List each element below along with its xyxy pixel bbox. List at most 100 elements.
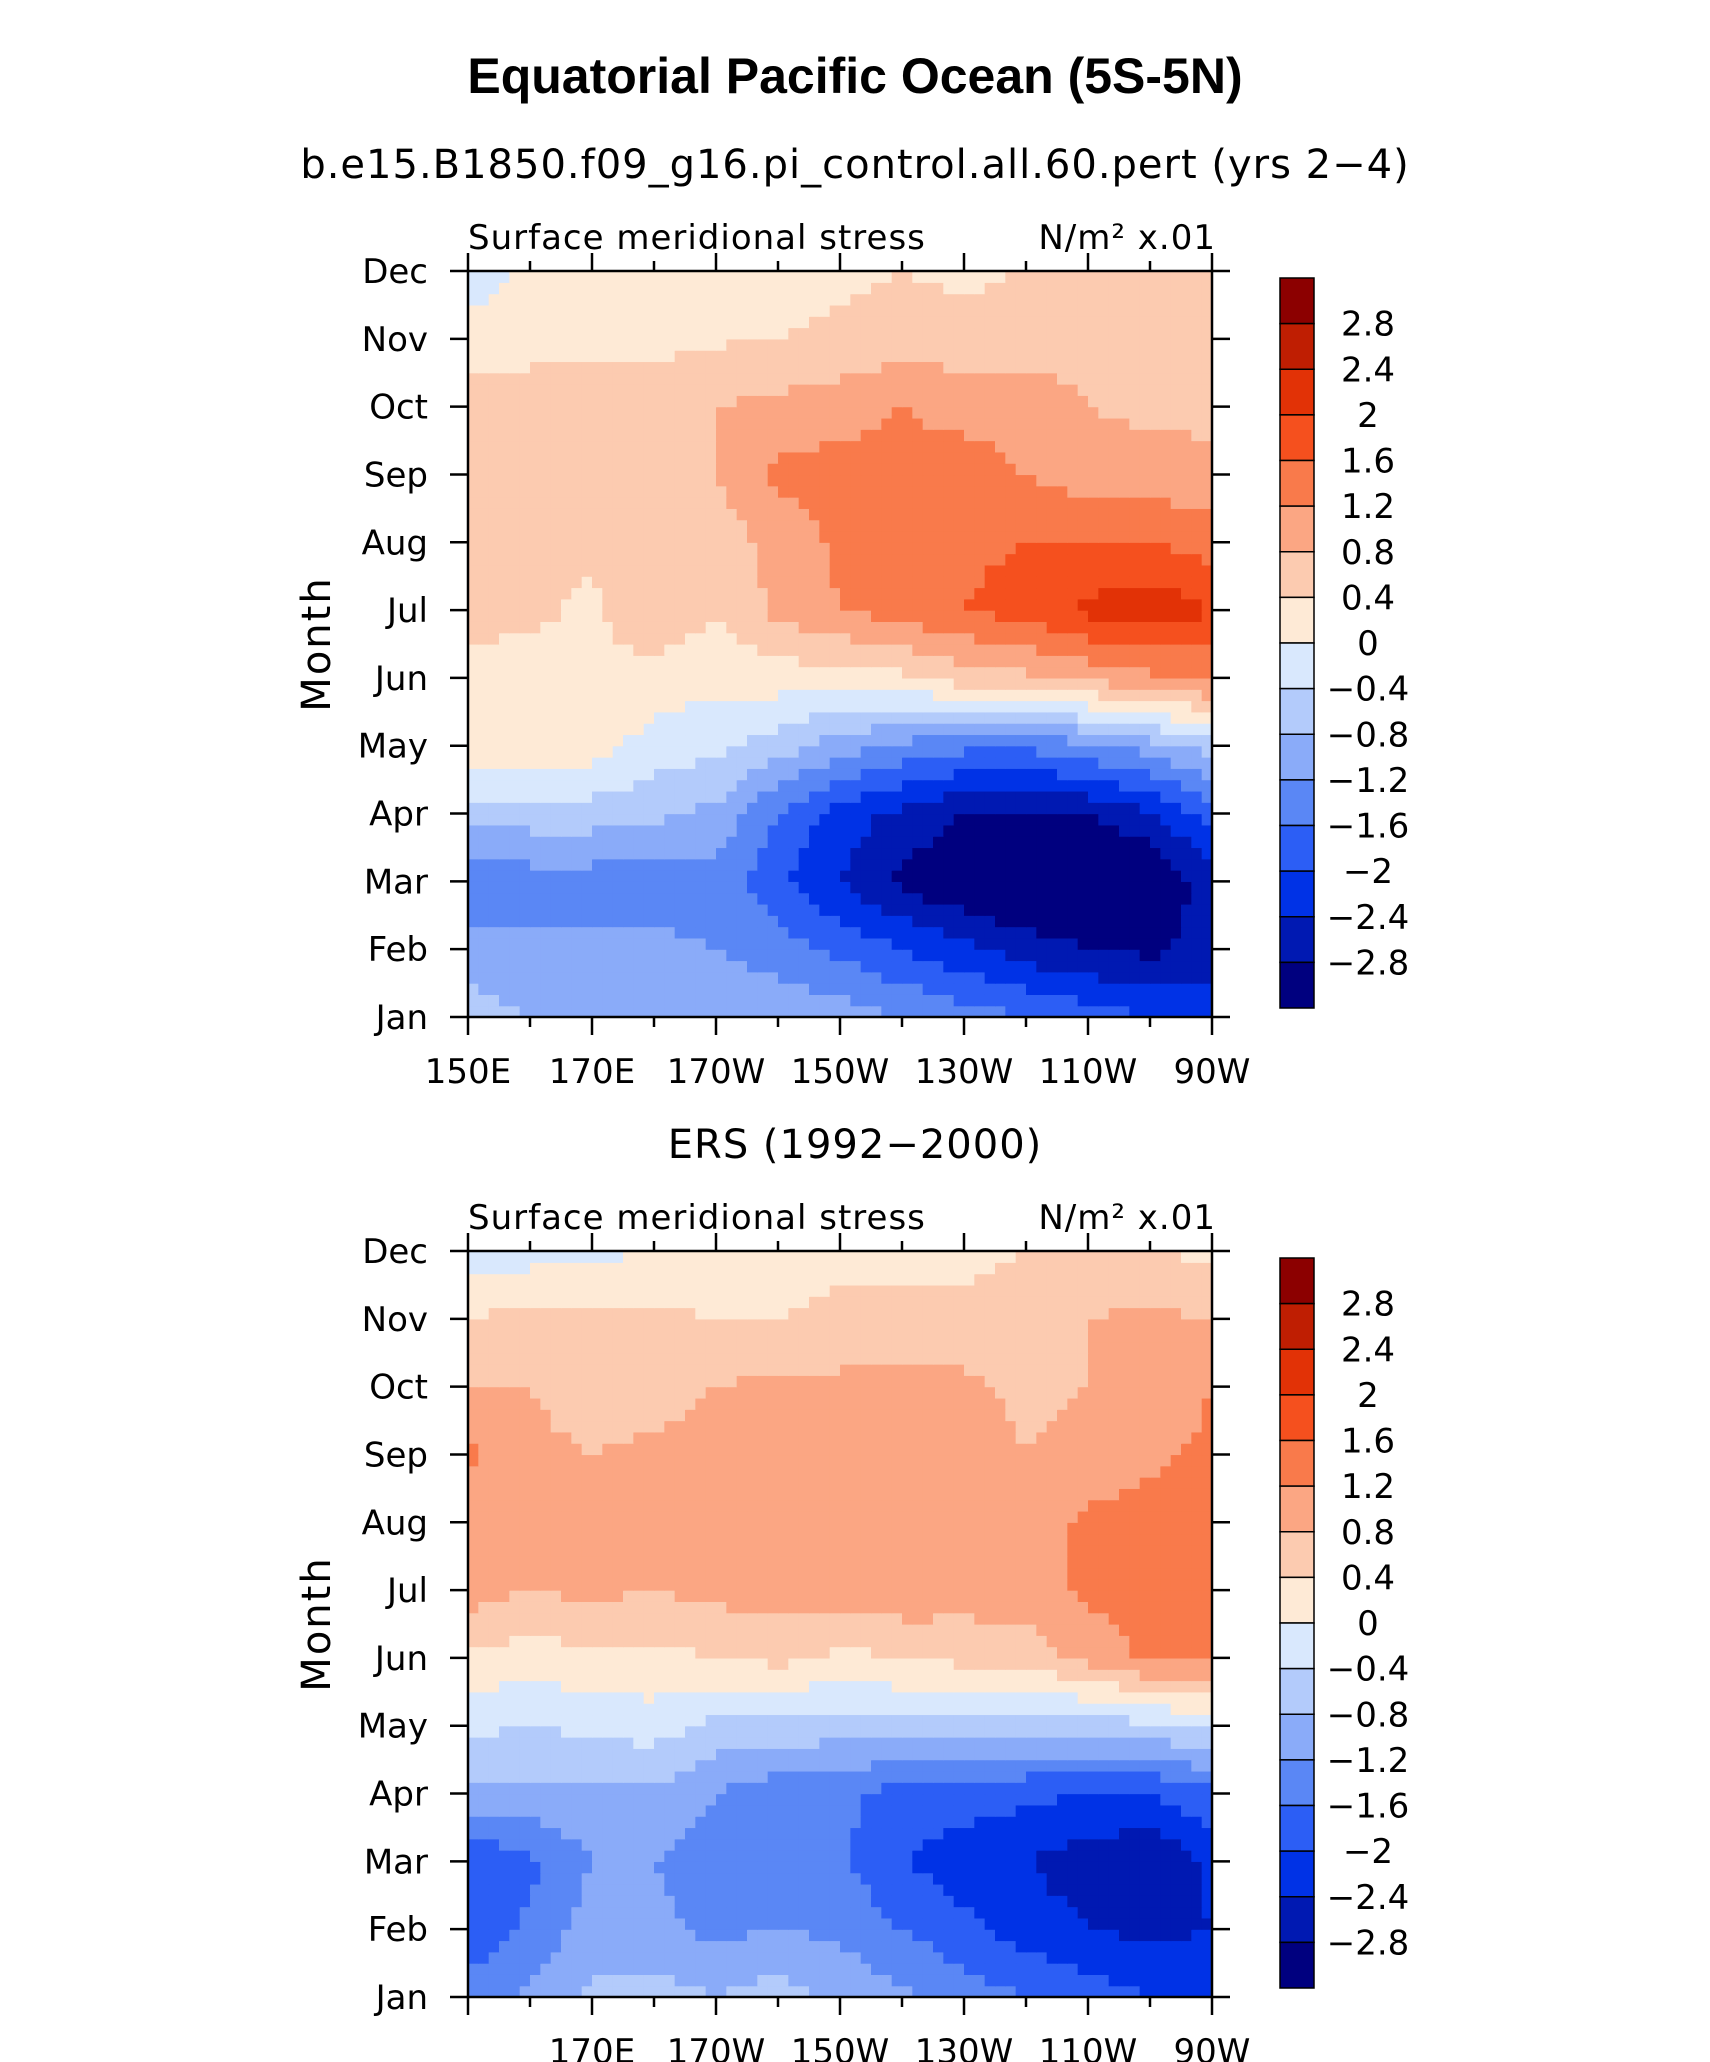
- heat-cell: [468, 316, 479, 329]
- heat-cell: [540, 463, 552, 476]
- heat-cell: [550, 350, 562, 363]
- y-tick-label: Aug: [362, 523, 428, 563]
- heat-cell: [1067, 463, 1079, 476]
- heat-cell: [1067, 304, 1079, 317]
- heat-cell: [767, 271, 779, 283]
- heat-cell: [964, 836, 975, 849]
- heat-cell: [643, 858, 655, 871]
- heat-cell: [984, 734, 996, 747]
- heat-cell: [1129, 644, 1141, 656]
- heat-cell: [788, 271, 800, 283]
- heat-cell: [995, 417, 1006, 430]
- heat-cell: [943, 610, 955, 622]
- heat-cell: [592, 813, 603, 826]
- heat-cell: [840, 677, 851, 690]
- heat-cell: [1005, 530, 1017, 543]
- heat-cell: [1067, 711, 1079, 724]
- heat-cell: [974, 892, 986, 905]
- heat-cell: [1098, 779, 1110, 792]
- heat-cell: [1088, 530, 1099, 543]
- heat-cell: [757, 463, 769, 476]
- heat-cell: [860, 723, 872, 736]
- heat-cell: [778, 576, 789, 589]
- heat-cell: [1026, 519, 1037, 532]
- heat-cell: [819, 983, 831, 995]
- heat-cell: [1139, 384, 1151, 396]
- heat-cell: [995, 429, 1006, 442]
- heat-cell: [943, 519, 955, 532]
- x-tick-label: 150W: [791, 1052, 890, 1092]
- heat-cell: [757, 271, 769, 283]
- heat-cell: [623, 576, 634, 589]
- heat-cell: [1088, 440, 1099, 453]
- heat-cell: [654, 824, 665, 837]
- heat-cell: [1098, 655, 1110, 668]
- heat-cell: [468, 779, 479, 792]
- heat-cell: [592, 621, 603, 634]
- heat-cell: [602, 870, 614, 882]
- heat-cell: [943, 1985, 955, 1997]
- heat-cell: [1067, 926, 1079, 939]
- heat-cell: [664, 372, 676, 385]
- heat-cell: [1108, 429, 1120, 442]
- heat-cell: [592, 892, 603, 905]
- heat-cell: [571, 372, 583, 385]
- heat-cell: [674, 903, 686, 916]
- heat-cell: [674, 530, 686, 543]
- heat-cell: [891, 564, 903, 577]
- heat-cell: [871, 711, 882, 724]
- heat-cell: [943, 824, 955, 837]
- heat-cell: [964, 440, 975, 453]
- heat-cell: [1170, 711, 1182, 724]
- heat-cell: [1046, 384, 1058, 396]
- heat-cell: [953, 271, 965, 283]
- heat-cell: [705, 474, 717, 487]
- heat-cell: [1046, 542, 1058, 555]
- heat-cell: [891, 689, 903, 702]
- heat-cell: [1015, 757, 1027, 769]
- heat-cell: [550, 451, 562, 464]
- heat-cell: [1046, 327, 1058, 340]
- heat-cell: [964, 485, 975, 498]
- heat-cell: [1067, 474, 1079, 487]
- heat-cell: [778, 892, 789, 905]
- heat-cell: [643, 440, 655, 453]
- heat-cell: [571, 384, 583, 396]
- heat-cell: [664, 384, 676, 396]
- heat-cell: [623, 677, 634, 690]
- heat-cell: [829, 271, 841, 283]
- heat-cell: [1057, 406, 1068, 419]
- heat-cell: [1098, 463, 1110, 476]
- heat-cell: [488, 384, 500, 396]
- heat-cell: [902, 361, 913, 374]
- heat-cell: [1129, 802, 1141, 815]
- heat-cell: [1015, 610, 1027, 622]
- heat-cell: [468, 926, 479, 939]
- heat-cell: [716, 497, 727, 509]
- heat-cell: [561, 870, 572, 882]
- heat-cell: [891, 304, 903, 317]
- heat-cell: [912, 881, 924, 894]
- heat-cell: [850, 677, 862, 690]
- heat-cell: [592, 304, 603, 317]
- heat-cell: [581, 644, 593, 656]
- heat-cell: [902, 655, 913, 668]
- heat-cell: [1067, 417, 1079, 430]
- heat-cell: [468, 451, 479, 464]
- heat-cell: [612, 926, 624, 939]
- heat-cell: [468, 361, 479, 374]
- heat-cell: [571, 271, 583, 283]
- heat-cell: [530, 598, 541, 611]
- heat-cell: [881, 802, 893, 815]
- heat-cell: [1108, 417, 1120, 430]
- heat-cell: [964, 327, 975, 340]
- heat-cell: [974, 757, 986, 769]
- heat-cell: [1046, 1974, 1058, 1987]
- heat-cell: [788, 971, 800, 984]
- heat-cell: [1077, 293, 1089, 306]
- heat-cell: [1150, 824, 1161, 837]
- heat-cell: [1015, 903, 1027, 916]
- heat-cell: [654, 983, 665, 995]
- heat-cell: [571, 327, 583, 340]
- heat-cell: [509, 361, 521, 374]
